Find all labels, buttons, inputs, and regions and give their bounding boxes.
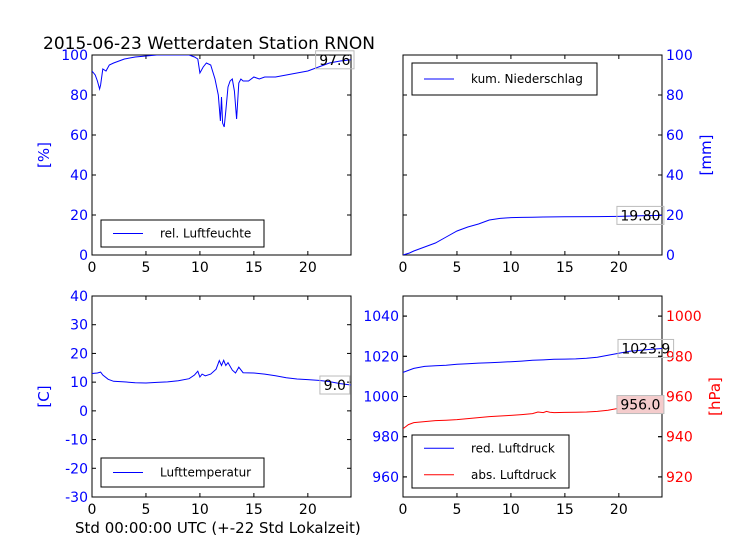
- y-axis-label: [hPa]: [706, 377, 724, 416]
- y-tick-label: 40: [70, 289, 88, 305]
- chart-panel-2: 0 5 10 15 20 0 20 40 60 80 100 [mm] 19.80 kum. Nieder…: [399, 48, 715, 276]
- legend-label: kum. Niederschlag: [471, 72, 583, 86]
- x-tick-label: 15: [556, 260, 574, 276]
- x-tick-label: 20: [299, 260, 317, 276]
- y-tick-label: 0: [79, 248, 88, 264]
- annotation-label: 1023.9: [621, 341, 670, 357]
- series-line: [403, 214, 662, 255]
- series-line: [92, 55, 351, 128]
- y-tick-label: 60: [666, 128, 684, 144]
- x-tick-label: 20: [610, 260, 628, 276]
- series-line: [92, 358, 351, 386]
- annotation-box: [315, 50, 355, 70]
- x-tick-label: 0: [399, 502, 408, 518]
- y-tick-label: 0: [666, 248, 675, 264]
- annotation-label: 97.6: [319, 53, 350, 69]
- x-tick-label: 0: [399, 260, 408, 276]
- annotation-box: [319, 375, 351, 395]
- x-tick-label: 15: [556, 502, 574, 518]
- y-tick-label: 980: [666, 349, 693, 365]
- x-tick-label: 10: [191, 260, 209, 276]
- annotation-label: 956.0: [620, 398, 660, 414]
- x-tick-label: 10: [191, 502, 209, 518]
- x-tick-label: 5: [452, 502, 461, 518]
- x-tick-label: 0: [88, 502, 97, 518]
- y-tick-label: 20: [70, 346, 88, 362]
- y-tick-label: 40: [70, 168, 88, 184]
- x-tick-label: 10: [502, 502, 520, 518]
- y-tick-label: -20: [65, 461, 88, 477]
- y-tick-label: 100: [666, 48, 693, 64]
- x-axis-label: Std 00:00:00 UTC (+-22 Std Lokalzeit): [75, 519, 361, 537]
- annotation-box: [617, 338, 675, 358]
- y-tick-label: 1000: [363, 390, 399, 406]
- x-tick-label: 20: [299, 502, 317, 518]
- series-line: [403, 404, 662, 430]
- legend-label: abs. Luftdruck: [471, 468, 556, 482]
- legend-label: Lufttemperatur: [160, 466, 251, 480]
- legend-label: red. Luftdruck: [471, 441, 555, 455]
- annotation-box: [616, 205, 665, 225]
- y-tick-label: 100: [61, 48, 88, 64]
- y-tick-label: 960: [666, 390, 693, 406]
- y-tick-label: 1040: [363, 309, 399, 325]
- figure-title: 2015-06-23 Wetterdaten Station RNON: [43, 34, 375, 54]
- y-tick-label: -30: [65, 490, 88, 506]
- x-tick-label: 5: [452, 260, 461, 276]
- y-tick-label: -10: [65, 433, 88, 449]
- y-tick-label: 40: [666, 168, 684, 184]
- legend-box: [411, 434, 570, 489]
- y-tick-label: 10: [70, 375, 88, 391]
- y-tick-label: 1020: [363, 349, 399, 365]
- y-tick-label: 80: [70, 88, 88, 104]
- y-tick-label: 0: [79, 404, 88, 420]
- series-line: [403, 348, 662, 373]
- legend-label: rel. Luftfeuchte: [160, 227, 251, 241]
- y-tick-label: 940: [666, 430, 693, 446]
- y-tick-label: 80: [666, 88, 684, 104]
- y-tick-label: 20: [70, 208, 88, 224]
- y-tick-label: 30: [70, 318, 88, 334]
- y-axis-label: [mm]: [697, 135, 715, 176]
- x-tick-label: 0: [88, 260, 97, 276]
- x-tick-label: 15: [245, 502, 263, 518]
- chart-panel-1: 0 5 10 15 20 0 20 40 60 80 100 [%] 97.6 rel. Luftfeuc…: [35, 48, 355, 276]
- y-tick-label: 920: [666, 470, 693, 486]
- x-tick-label: 20: [610, 502, 628, 518]
- annotation-label: 19.80: [620, 208, 660, 224]
- y-axis-label: [C]: [35, 385, 53, 407]
- x-tick-label: 5: [141, 502, 150, 518]
- y-axis-label: [%]: [35, 142, 53, 168]
- y-tick-label: 980: [372, 430, 399, 446]
- y-tick-label: 960: [372, 470, 399, 486]
- annotation-box: [616, 395, 665, 415]
- annotation-label: 9.0: [324, 378, 346, 394]
- y-tick-label: 20: [666, 208, 684, 224]
- x-tick-label: 5: [141, 260, 150, 276]
- y-tick-label: 60: [70, 128, 88, 144]
- chart-panel-4: 0 5 10 15 2096098010001020104092094096098010…: [363, 295, 724, 518]
- x-tick-label: 15: [245, 260, 263, 276]
- y-tick-label: 1000: [666, 309, 702, 325]
- x-tick-label: 10: [502, 260, 520, 276]
- chart-panel-3: 0 5 10 15 20 -30 -20 -10 0 10 20 30 40 [C] 9.0 Lufttemp…: [35, 289, 352, 518]
